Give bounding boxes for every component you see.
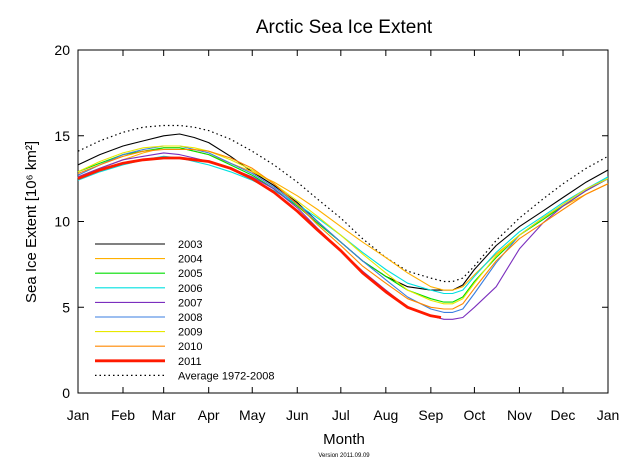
x-tick-label: Dec [551,407,576,423]
y-tick-label: 15 [54,128,70,144]
x-tick-label: Nov [507,407,532,423]
x-tick-label: Feb [111,407,135,423]
version-note: Version 2011.09.09 [318,453,370,459]
y-tick-label: 10 [54,214,70,230]
series-line-2005 [77,147,609,303]
y-tick-label: 20 [54,42,70,58]
series-line-2011 [77,156,442,319]
legend-label-2007: 2007 [178,297,202,309]
legend-label-2011: 2011 [178,356,202,368]
legend-label-2004: 2004 [178,254,202,266]
series-line-average-1972-2008 [77,124,609,283]
series-layer [77,124,609,320]
x-tick-label: Jan [67,407,90,423]
y-axis-label: Sea Ice Extent [10⁶ km²] [23,141,40,303]
x-tick-label: Jul [332,407,350,423]
y-tick-label: 5 [62,299,70,315]
x-tick-label: Oct [464,407,486,423]
x-tick-label: Jan [597,407,620,423]
x-tick-label: Mar [152,407,176,423]
series-line-2010 [77,148,609,310]
chart-title: Arctic Sea Ice Extent [256,17,433,38]
x-tick-label: Aug [373,407,398,423]
y-axis: 0 5 10 15 20 [54,42,608,401]
x-tick-label: Apr [198,407,220,423]
x-tick-label: Sep [418,407,443,423]
series-line-2004 [77,147,609,291]
legend-label-2005: 2005 [178,268,202,280]
legend: 2003 2004 2005 2006 2007 2008 2009 2010 2011 Aver… [95,239,274,382]
series-line-2009 [77,145,609,305]
legend-label-2008: 2008 [178,312,202,324]
legend-label-2006: 2006 [178,283,202,295]
plot-frame [77,49,609,394]
y-tick-label: 0 [62,385,70,401]
series-line-2007 [77,152,609,320]
legend-label-average-1972-2008: Average 1972-2008 [178,370,274,382]
legend-label-2010: 2010 [178,341,202,353]
x-tick-label: Jun [286,407,309,423]
x-axis: Jan Feb Mar Apr May Jun Jul Aug Sep Oct Nov Dec Jan [67,50,620,423]
x-axis-label: Month [323,431,365,448]
legend-label-2003: 2003 [178,239,202,251]
legend-label-2009: 2009 [178,327,202,339]
x-tick-label: May [239,407,265,423]
